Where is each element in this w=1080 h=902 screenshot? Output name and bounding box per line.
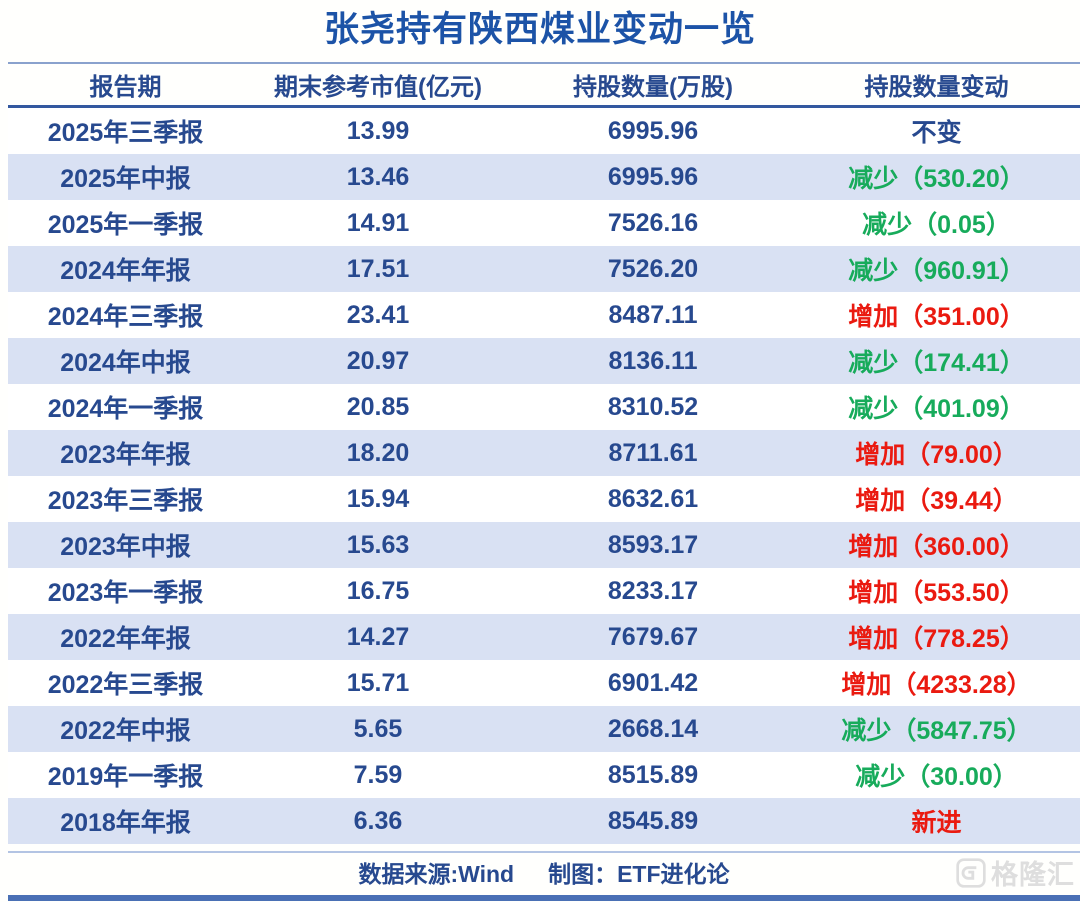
report-period-cell: 2025年三季报 — [47, 119, 204, 147]
column-header-change: 持股数量变动 — [864, 74, 1009, 101]
shares-held-cell: 2668.14 — [607, 714, 699, 743]
bottom-accent-bar — [8, 895, 1080, 901]
shares-change-cell: 增加（778.25） — [848, 625, 1025, 653]
shares-held-cell: 8233.17 — [607, 576, 699, 605]
report-period-cell: 2023年一季报 — [47, 579, 204, 607]
market-value-cell: 18.20 — [346, 438, 410, 467]
table-row: 2022年中报 5.65 2668.14 减少（5847.75） — [8, 706, 1080, 752]
report-period-cell: 2022年年报 — [60, 625, 191, 653]
table-row: 2025年三季报 13.99 6995.96 不变 — [8, 108, 1080, 154]
shares-change-cell: 减少（5847.75） — [841, 717, 1032, 745]
table-row: 2023年年报 18.20 8711.61 增加（79.00） — [8, 430, 1080, 476]
shares-change-cell: 增加（4233.28） — [841, 671, 1032, 699]
shares-change-cell: 减少（174.41） — [848, 349, 1025, 377]
market-value-cell: 7.59 — [353, 760, 403, 789]
shares-held-cell: 8515.89 — [607, 760, 699, 789]
table-row: 2024年年报 17.51 7526.20 减少（960.91） — [8, 246, 1080, 292]
report-period-cell: 2024年三季报 — [47, 303, 204, 331]
table-row: 2025年中报 13.46 6995.96 减少（530.20） — [8, 154, 1080, 200]
report-period-cell: 2018年年报 — [60, 809, 191, 837]
shares-change-cell: 减少（530.20） — [848, 165, 1025, 193]
shares-change-cell: 增加（360.00） — [848, 533, 1025, 561]
table-row: 2022年年报 14.27 7679.67 增加（778.25） — [8, 614, 1080, 660]
market-value-cell: 6.36 — [353, 806, 403, 835]
shares-change-cell: 增加（351.00） — [848, 303, 1025, 331]
table-row: 2025年一季报 14.91 7526.16 减少（0.05） — [8, 200, 1080, 246]
report-period-cell: 2024年年报 — [60, 257, 191, 285]
shares-held-cell: 8593.17 — [607, 530, 699, 559]
market-value-cell: 14.27 — [346, 622, 410, 651]
market-value-cell: 15.94 — [346, 484, 410, 513]
market-value-cell: 5.65 — [353, 714, 403, 743]
shares-change-cell: 新进 — [911, 809, 962, 837]
shares-change-cell: 减少（0.05） — [862, 211, 1011, 239]
shares-held-cell: 8632.61 — [607, 484, 699, 513]
page-title: 张尧持有陕西煤业变动一览 — [323, 10, 756, 49]
shares-change-cell: 增加（39.44） — [855, 487, 1018, 515]
shares-change-cell: 减少（401.09） — [848, 395, 1025, 423]
table-row: 2024年一季报 20.85 8310.52 减少（401.09） — [8, 384, 1080, 430]
market-value-cell: 15.63 — [346, 530, 410, 559]
table-row: 2018年年报 6.36 8545.89 新进 — [8, 798, 1080, 844]
market-value-cell: 20.97 — [346, 346, 410, 375]
gelonghui-logo-icon — [955, 857, 987, 889]
table-row: 2019年一季报 7.59 8515.89 减少（30.00） — [8, 752, 1080, 798]
shares-held-cell: 6995.96 — [607, 162, 699, 191]
watermark: 格隆汇 — [955, 853, 1075, 892]
table-header-row: 报告期 期末参考市值(亿元) 持股数量(万股) 持股数量变动 — [8, 62, 1080, 108]
column-header-period: 报告期 — [89, 74, 162, 101]
market-value-cell: 13.99 — [346, 116, 410, 145]
shares-held-cell: 8545.89 — [607, 806, 699, 835]
shares-change-cell: 不变 — [911, 119, 962, 147]
shares-change-cell: 增加（553.50） — [848, 579, 1025, 607]
report-period-cell: 2023年年报 — [60, 441, 191, 469]
shares-change-cell: 减少（30.00） — [855, 763, 1018, 791]
holdings-table: 报告期 期末参考市值(亿元) 持股数量(万股) 持股数量变动 2025年三季报 … — [8, 62, 1080, 844]
market-value-cell: 16.75 — [346, 576, 410, 605]
column-header-value: 期末参考市值(亿元) — [274, 74, 482, 101]
shares-held-cell: 6995.96 — [607, 116, 699, 145]
table-body: 2025年三季报 13.99 6995.96 不变 2025年中报 13.46 … — [8, 108, 1080, 844]
shares-held-cell: 6901.42 — [607, 668, 699, 697]
data-source-label: 数据来源:Wind — [358, 861, 515, 887]
report-period-cell: 2019年一季报 — [47, 763, 204, 791]
report-period-cell: 2022年三季报 — [47, 671, 204, 699]
shares-change-cell: 减少（960.91） — [848, 257, 1025, 285]
table-row: 2022年三季报 15.71 6901.42 增加（4233.28） — [8, 660, 1080, 706]
market-value-cell: 23.41 — [346, 300, 410, 329]
market-value-cell: 15.71 — [346, 668, 410, 697]
report-period-cell: 2023年三季报 — [47, 487, 204, 515]
report-period-cell: 2024年中报 — [60, 349, 191, 377]
column-header-shares: 持股数量(万股) — [573, 74, 733, 101]
shares-held-cell: 8711.61 — [608, 438, 698, 467]
table-row: 2024年中报 20.97 8136.11 减少（174.41） — [8, 338, 1080, 384]
shares-held-cell: 8487.11 — [608, 300, 698, 329]
shares-held-cell: 8310.52 — [607, 392, 699, 421]
market-value-cell: 17.51 — [346, 254, 410, 283]
report-period-cell: 2024年一季报 — [47, 395, 204, 423]
market-value-cell: 13.46 — [346, 162, 410, 191]
shares-change-cell: 增加（79.00） — [855, 441, 1018, 469]
shares-held-cell: 7679.67 — [607, 622, 699, 651]
table-row: 2023年三季报 15.94 8632.61 增加（39.44） — [8, 476, 1080, 522]
report-period-cell: 2025年中报 — [60, 165, 191, 193]
table-row: 2023年一季报 16.75 8233.17 增加（553.50） — [8, 568, 1080, 614]
shares-held-cell: 8136.11 — [608, 346, 698, 375]
shares-held-cell: 7526.20 — [607, 254, 699, 283]
watermark-brand-text: 格隆汇 — [991, 860, 1075, 890]
table-row: 2024年三季报 23.41 8487.11 增加（351.00） — [8, 292, 1080, 338]
market-value-cell: 20.85 — [346, 392, 410, 421]
table-row: 2023年中报 15.63 8593.17 增加（360.00） — [8, 522, 1080, 568]
shares-held-cell: 7526.16 — [607, 208, 699, 237]
footer: 数据来源:Wind 制图：ETF进化论 — [8, 851, 1080, 891]
market-value-cell: 14.91 — [346, 208, 410, 237]
report-period-cell: 2025年一季报 — [47, 211, 204, 239]
report-period-cell: 2022年中报 — [60, 717, 191, 745]
report-period-cell: 2023年中报 — [60, 533, 191, 561]
chart-credit-label: 制图：ETF进化论 — [548, 861, 730, 887]
